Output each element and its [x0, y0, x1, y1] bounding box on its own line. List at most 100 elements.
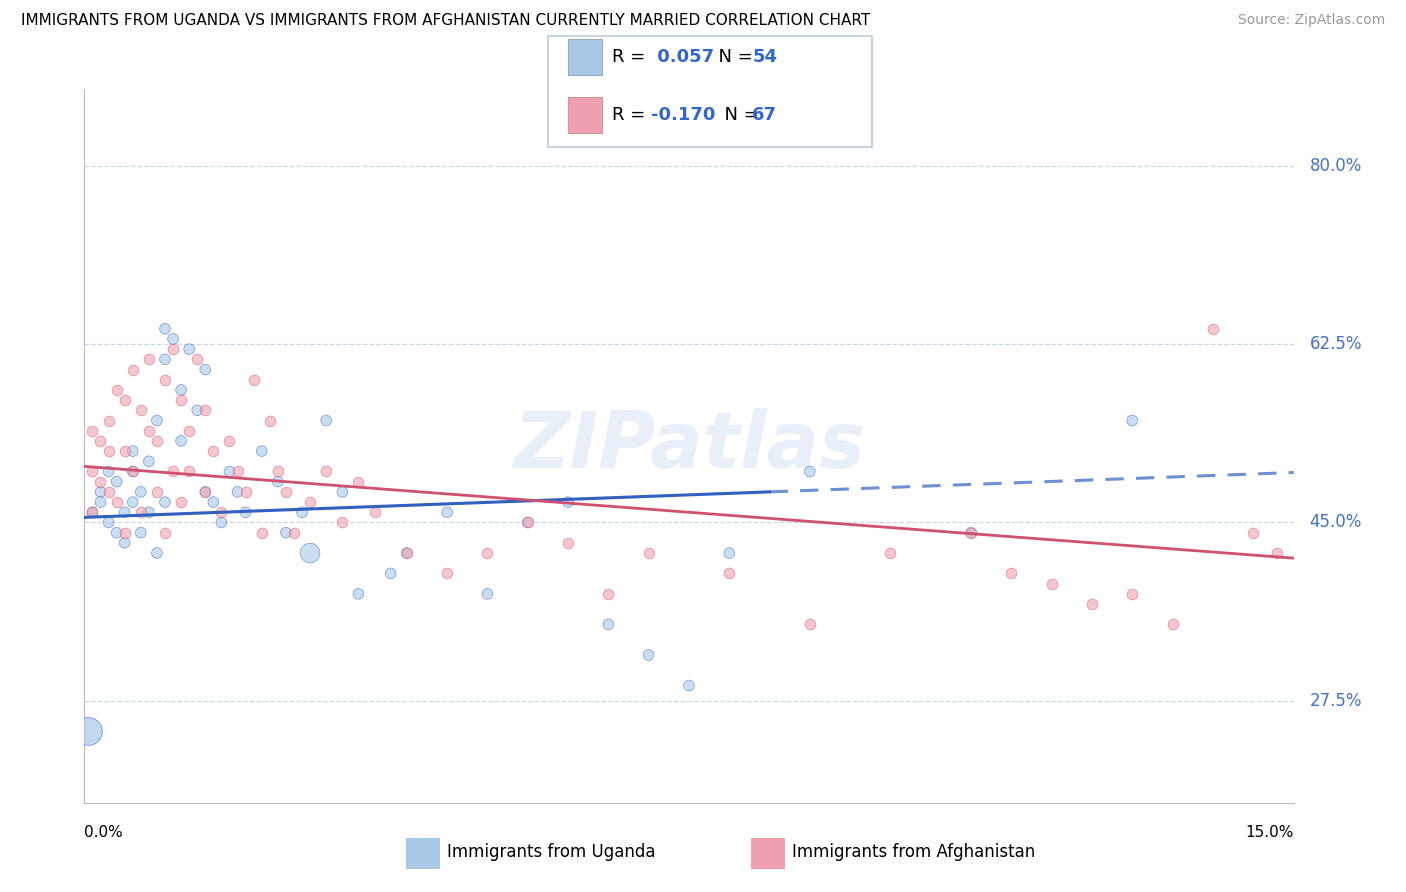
Point — [82, 465, 104, 479]
Point — [209, 505, 232, 519]
Point — [121, 465, 143, 479]
Point — [259, 413, 281, 427]
Point — [598, 587, 620, 601]
Point — [516, 516, 538, 530]
Point — [114, 444, 136, 458]
Text: 62.5%: 62.5% — [1309, 335, 1362, 353]
Point — [162, 465, 184, 479]
Point — [138, 505, 160, 519]
Text: IMMIGRANTS FROM UGANDA VS IMMIGRANTS FROM AFGHANISTAN CURRENTLY MARRIED CORRELAT: IMMIGRANTS FROM UGANDA VS IMMIGRANTS FRO… — [21, 13, 870, 29]
Text: 80.0%: 80.0% — [1309, 157, 1362, 175]
Point — [718, 546, 741, 560]
Point — [291, 505, 314, 519]
Point — [960, 525, 983, 540]
Point — [202, 444, 225, 458]
Point — [162, 342, 184, 356]
Point — [105, 495, 128, 509]
Text: 54: 54 — [752, 48, 778, 66]
Point — [186, 352, 208, 367]
Point — [283, 525, 305, 540]
Point — [516, 516, 538, 530]
Point — [194, 362, 217, 376]
Point — [89, 484, 111, 499]
Text: 15.0%: 15.0% — [1246, 825, 1294, 840]
Point — [121, 362, 143, 376]
Point — [97, 484, 120, 499]
Point — [1121, 413, 1143, 427]
Point — [114, 393, 136, 408]
Point — [879, 546, 901, 560]
Text: R =: R = — [612, 106, 651, 124]
Point — [97, 516, 120, 530]
Point — [129, 484, 152, 499]
Text: ZIPatlas: ZIPatlas — [513, 408, 865, 484]
Point — [347, 587, 370, 601]
Point — [436, 505, 458, 519]
Point — [129, 403, 152, 417]
Point — [1121, 587, 1143, 601]
Point — [202, 495, 225, 509]
Point — [153, 322, 176, 336]
Point — [89, 475, 111, 489]
Point — [960, 525, 983, 540]
Point — [1202, 322, 1225, 336]
Text: N =: N = — [713, 106, 765, 124]
Point — [97, 444, 120, 458]
Text: R =: R = — [612, 48, 651, 66]
Point — [380, 566, 402, 581]
Point — [330, 484, 353, 499]
Point — [218, 434, 240, 448]
Point — [82, 424, 104, 438]
Point — [105, 383, 128, 397]
Point — [194, 484, 217, 499]
Point — [395, 546, 418, 560]
Point — [315, 465, 337, 479]
Point — [105, 525, 128, 540]
Point — [146, 434, 169, 448]
Point — [105, 475, 128, 489]
Point — [82, 505, 104, 519]
Point — [97, 465, 120, 479]
Point — [179, 465, 201, 479]
Point — [274, 525, 297, 540]
Point — [330, 516, 353, 530]
Point — [209, 516, 232, 530]
Point — [267, 465, 290, 479]
Point — [235, 484, 257, 499]
Point — [138, 454, 160, 468]
Point — [477, 587, 499, 601]
Point — [799, 617, 821, 632]
Point — [1000, 566, 1022, 581]
Point — [477, 546, 499, 560]
Point — [121, 495, 143, 509]
Point — [114, 525, 136, 540]
Point — [267, 475, 290, 489]
Point — [77, 724, 100, 739]
Point — [153, 495, 176, 509]
Point — [1161, 617, 1184, 632]
Text: Immigrants from Uganda: Immigrants from Uganda — [447, 843, 655, 861]
Text: 27.5%: 27.5% — [1309, 692, 1362, 710]
Point — [194, 484, 217, 499]
Point — [97, 413, 120, 427]
Text: N =: N = — [707, 48, 759, 66]
Text: -0.170: -0.170 — [651, 106, 716, 124]
Point — [89, 434, 111, 448]
Point — [170, 495, 193, 509]
Point — [1241, 525, 1264, 540]
Point — [598, 617, 620, 632]
Point — [1267, 546, 1289, 560]
Point — [678, 679, 700, 693]
Point — [347, 475, 370, 489]
Point — [218, 465, 240, 479]
Point — [121, 444, 143, 458]
Point — [170, 434, 193, 448]
Text: 0.057: 0.057 — [651, 48, 714, 66]
Point — [194, 403, 217, 417]
Point — [799, 465, 821, 479]
Point — [299, 495, 322, 509]
Point — [637, 546, 659, 560]
Point — [138, 352, 160, 367]
Point — [299, 546, 322, 560]
Point — [114, 536, 136, 550]
